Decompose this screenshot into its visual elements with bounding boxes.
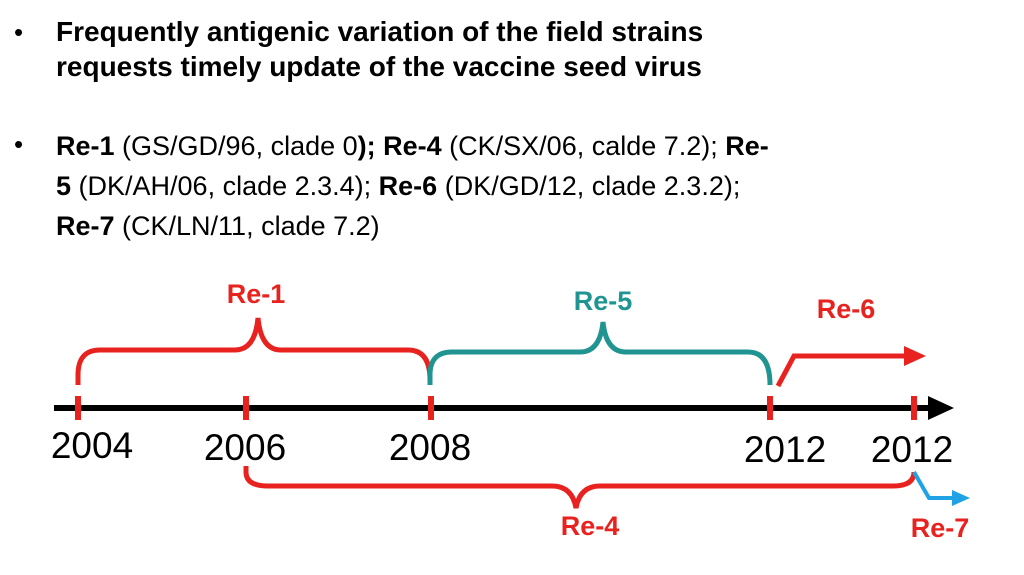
- bullet-line-2: requests timely update of the vaccine se…: [56, 51, 702, 82]
- re1-bracket: [75, 317, 433, 385]
- re6-arrowhead: [904, 346, 926, 366]
- year-label-2004: 2004: [51, 425, 133, 466]
- strain-name: Re-1: [56, 131, 115, 161]
- re6-label: Re-6: [817, 294, 876, 324]
- re5-bracket: [427, 321, 773, 386]
- strain-name: ); Re-4: [357, 131, 442, 161]
- year-label-2012b: 2012: [871, 429, 953, 470]
- re7-arrowhead: [952, 490, 970, 506]
- re4-label: Re-4: [561, 511, 620, 541]
- strain-detail: (CK/SX/06, calde 7.2);: [441, 131, 726, 161]
- year-label-2006: 2006: [204, 427, 286, 468]
- strain-line-1: Re-1 (GS/GD/96, clade 0); Re-4 (CK/SX/06…: [56, 126, 1006, 166]
- strain-name: Re-: [725, 131, 769, 161]
- bullet-text: Frequently antigenic variation of the fi…: [56, 14, 956, 84]
- strain-detail: (DK/AH/06, clade 2.3.4);: [71, 171, 379, 201]
- strain-name: 5: [56, 171, 72, 201]
- strain-detail: (DK/GD/12, clade 2.3.2);: [437, 171, 741, 201]
- re1-label: Re-1: [227, 279, 286, 309]
- re5-label: Re-5: [574, 286, 633, 316]
- year-label-2008: 2008: [389, 427, 471, 468]
- strain-line-3: Re-7 (CK/LN/11, clade 7.2): [56, 206, 1006, 246]
- bullet-text: Re-1 (GS/GD/96, clade 0); Re-4 (CK/SX/06…: [56, 126, 1006, 246]
- strain-detail: (CK/LN/11, clade 7.2): [114, 211, 380, 241]
- re7-arrow: [912, 471, 954, 500]
- bullet-dot: •: [14, 17, 24, 47]
- time-axis-arrowhead: [928, 396, 954, 420]
- bullet-line-1: Frequently antigenic variation of the fi…: [56, 16, 704, 47]
- re6-arrow: [775, 353, 906, 388]
- strain-line-2: 5 (DK/AH/06, clade 2.3.4); Re-6 (DK/GD/1…: [56, 166, 1006, 206]
- re4-bracket: [243, 466, 917, 509]
- strain-detail: (GS/GD/96, clade 0: [114, 131, 358, 161]
- year-label-2012a: 2012: [744, 429, 826, 470]
- strain-name: Re-6: [378, 171, 438, 201]
- bullet-dot: •: [14, 129, 24, 159]
- re7-label: Re-7: [911, 513, 970, 543]
- strain-name: Re-7: [56, 211, 115, 241]
